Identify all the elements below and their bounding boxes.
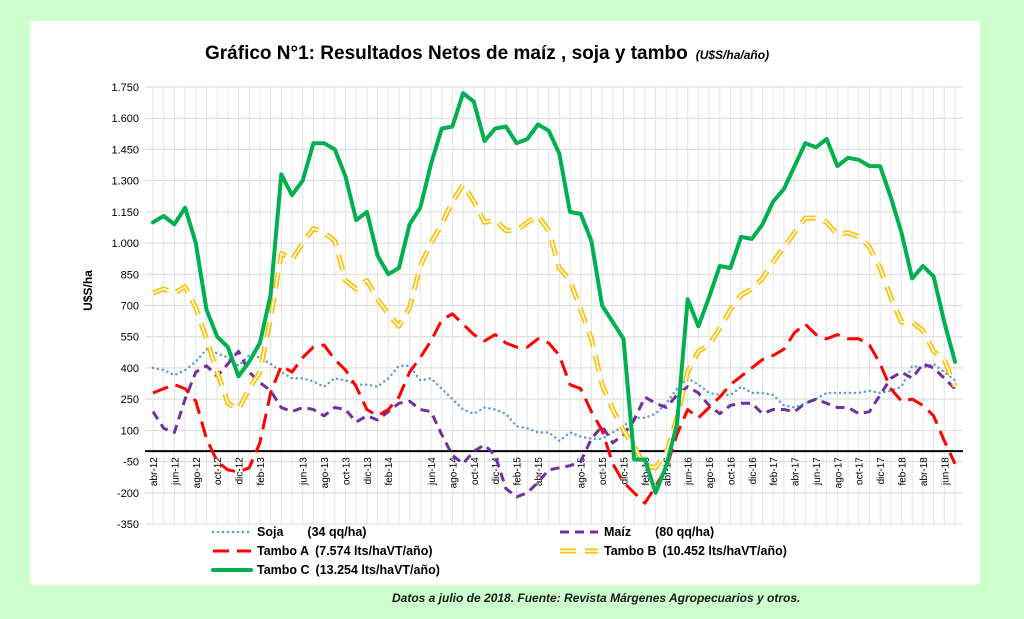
series-tambo-c-line-stroke [151,91,957,495]
series-tambo-a-line [152,312,957,505]
series-tambo-b-line-stroke [152,182,958,471]
x-tick-label: abr-16 [662,457,673,486]
legend: Soja (34 qq/ha) Maíz (80 qq/ha) Tambo A (7.57… [211,525,787,577]
y-tick-label: -50 [123,457,139,469]
legend-entry-label: Tambo A (7.574 lts/haVT/año) [257,544,433,558]
legend-series-note: (10.452 lts/haVT/año) [663,544,787,558]
x-tick-label: abr-17 [791,457,802,486]
y-tick-label: 1.150 [111,207,139,219]
series-tambo-a-line-stroke [152,312,957,505]
x-tick-label: abr-15 [534,457,545,486]
x-tick-label: dic-17 [876,457,887,485]
x-tick-label: abr-18 [919,457,930,486]
x-tick-label: jun-18 [940,457,951,486]
chart-title-main: Gráfico N°1: Resultados Netos de maíz , … [205,43,688,64]
x-tick-label: feb-18 [898,457,909,486]
legend-entry-label: Soja (34 qq/ha) [257,525,366,539]
x-tick-label: ago-14 [448,457,459,489]
x-tick-label: jun-14 [427,457,438,486]
chart-panel: Gráfico N°1: Resultados Netos de maíz , … [30,21,980,585]
series-tambo-b-line [152,182,958,471]
y-tick-label: 1.000 [111,238,139,250]
x-tick-label: oct-15 [598,457,609,485]
x-tick-label: ago-15 [577,457,588,489]
y-tick-label: -200 [117,488,139,500]
legend-series-note: (13.254 lts/haVT/año) [316,563,440,577]
x-axis-tick-labels: abr-12 jun-12 ago-12 oct-12 dic-12 feb-13 jun-… [149,457,951,489]
x-tick-label: oct-12 [213,457,224,485]
x-tick-label: oct-16 [726,457,737,485]
x-tick-label: jun-12 [170,457,181,486]
x-tick-label: feb-14 [384,457,395,486]
y-tick-label: 850 [121,269,139,281]
x-tick-label: ago-12 [192,457,203,489]
x-tick-label: oct-17 [855,457,866,485]
legend-series-name: Maíz [604,525,631,539]
x-tick-label: abr-12 [149,457,160,486]
y-tick-label: 250 [121,394,139,406]
series-lines [151,91,958,505]
x-tick-label: ago-13 [320,457,331,489]
x-tick-label: dic-16 [748,457,759,485]
legend-series-note: (34 qq/ha) [307,525,366,539]
series-maíz-line-stroke [151,349,957,499]
chart-svg: Gráfico N°1: Resultados Netos de maíz , … [81,43,963,577]
x-tick-label: ago-16 [705,457,716,489]
source-footnote: Datos a julio de 2018. Fuente: Revista M… [392,591,801,605]
series-soja-line [151,347,957,443]
x-tick-label: dic-12 [235,457,246,485]
y-tick-label: 700 [121,301,139,313]
x-tick-label: feb-15 [513,457,524,486]
legend-series-name: Tambo A [257,544,309,558]
y-tick-label: 550 [121,332,139,344]
x-tick-label: jun-13 [299,457,310,486]
legend-series-name: Tambo B [604,544,657,558]
y-tick-label: 1.600 [111,113,139,125]
legend-entry-label: Tambo B (10.452 lts/haVT/año) [604,544,787,558]
y-axis-tick-labels: -350 -200 -50 100 250 400 550 700 850 1.000 1.150 1… [111,82,139,531]
series-soja-line-stroke [151,347,957,443]
x-tick-label: dic-14 [491,457,502,485]
x-tick-label: feb-16 [641,457,652,486]
x-tick-label: ago-17 [833,457,844,489]
x-tick-label: dic-15 [620,457,631,485]
series-tambo-b-line-stroke-inner [152,184,956,469]
legend-series-name: Soja [257,525,284,539]
x-tick-label: oct-13 [341,457,352,485]
x-tick-label: jun-16 [684,457,695,486]
legend-series-note: (7.574 lts/haVT/año) [315,544,432,558]
legend-series-name: Tambo C [257,563,310,577]
legend-entry-label: Tambo C (13.254 lts/haVT/año) [257,563,440,577]
y-tick-label: 100 [121,425,139,437]
y-tick-label: 400 [121,363,139,375]
x-tick-label: oct-14 [470,457,481,485]
legend-entry-label: Maíz (80 qq/ha) [604,525,714,539]
y-tick-label: 1.450 [111,144,139,156]
y-tick-label: 1.750 [111,82,139,94]
x-tick-label: feb-13 [256,457,267,486]
y-tick-label: -350 [117,519,139,531]
series-maíz-line [151,349,957,499]
x-tick-label: dic-13 [363,457,374,485]
y-tick-label: 1.300 [111,176,139,188]
legend-series-note: (80 qq/ha) [655,525,714,539]
y-axis-label: U$S/ha [81,270,95,311]
chart-title: Gráfico N°1: Resultados Netos de maíz , … [205,43,769,64]
x-tick-label: jun-17 [812,457,823,486]
chart-title-unit: (U$S/ha/año) [696,48,769,62]
x-tick-label: feb-17 [769,457,780,486]
series-tambo-c-line [151,91,957,495]
